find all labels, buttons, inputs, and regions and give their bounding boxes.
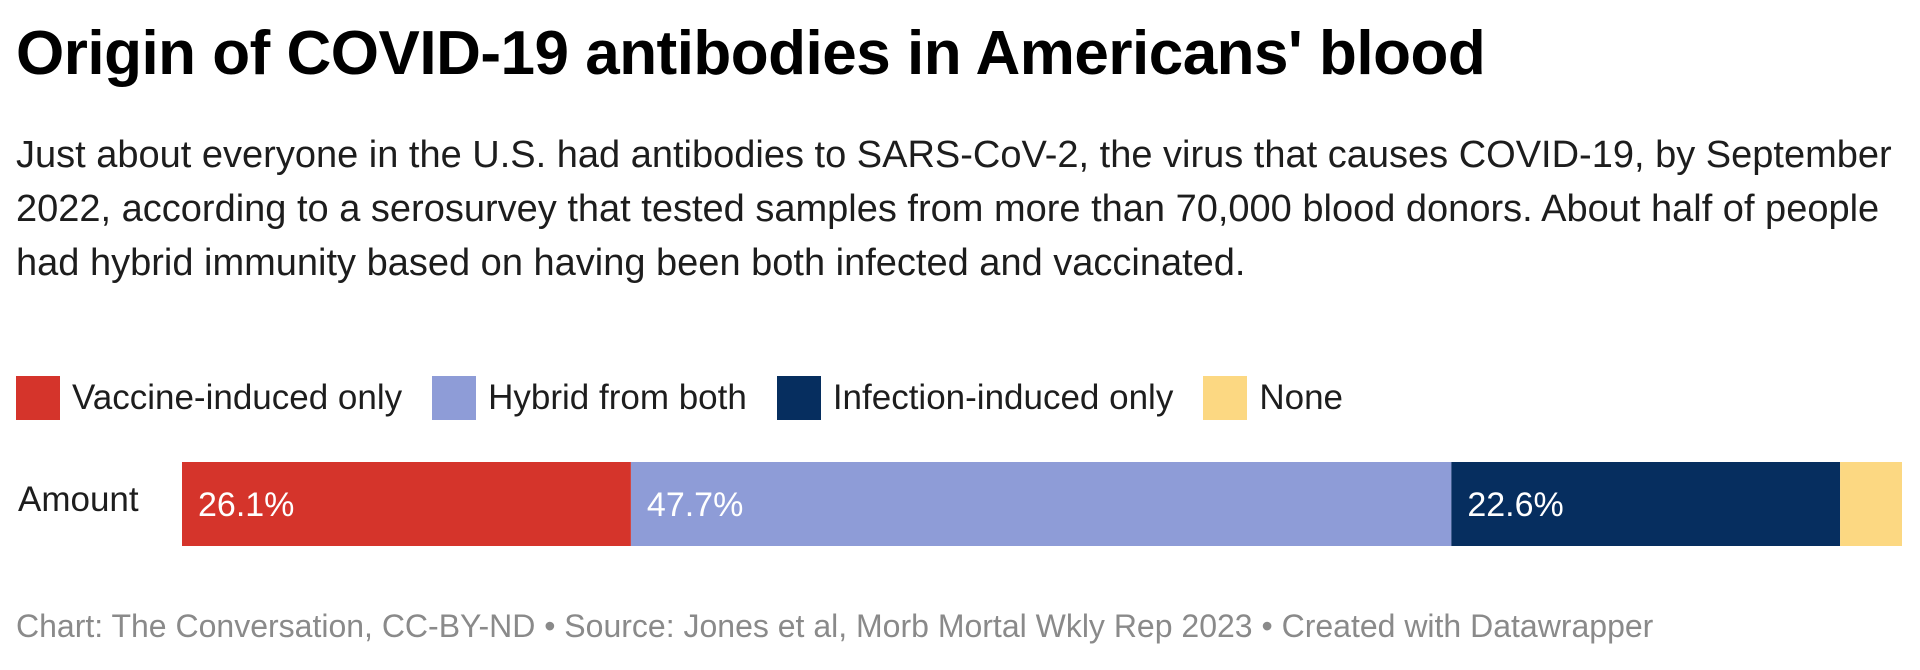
chart-title: Origin of COVID-19 antibodies in America… [16, 19, 1486, 88]
legend-label: Infection-induced only [832, 378, 1174, 417]
legend-item-none: None [1203, 376, 1343, 420]
legend-label: Hybrid from both [488, 378, 747, 417]
legend-swatch [776, 376, 821, 420]
data-label: 26.1% [198, 486, 294, 524]
category-label: Amount [18, 480, 139, 519]
legend-swatch [432, 376, 477, 420]
legend-swatch [16, 376, 60, 420]
chart-footer: Chart: The Conversation, CC-BY-ND • Sour… [16, 608, 1654, 644]
bar-segment-hybrid-from-both [630, 462, 1452, 546]
legend-item-hybrid: Hybrid from both [432, 376, 747, 420]
data-label: 47.7% [647, 486, 743, 524]
chart-subtitle: Just about everyone in the U.S. had anti… [16, 134, 1892, 284]
legend-label: Vaccine-induced only [72, 378, 403, 417]
legend-label: None [1259, 378, 1343, 417]
legend: Vaccine-induced only Hybrid from both In… [16, 374, 1373, 422]
bar-segment-vaccine-induced-only [182, 462, 631, 546]
bar-segment-none [1840, 462, 1902, 546]
legend-item-infection: Infection-induced only [776, 376, 1174, 420]
bar-segment-infection-induced-only [1451, 462, 1841, 546]
legend-swatch [1203, 376, 1248, 420]
data-label: 22.6% [1467, 486, 1563, 524]
legend-item-vaccine: Vaccine-induced only [16, 376, 402, 420]
